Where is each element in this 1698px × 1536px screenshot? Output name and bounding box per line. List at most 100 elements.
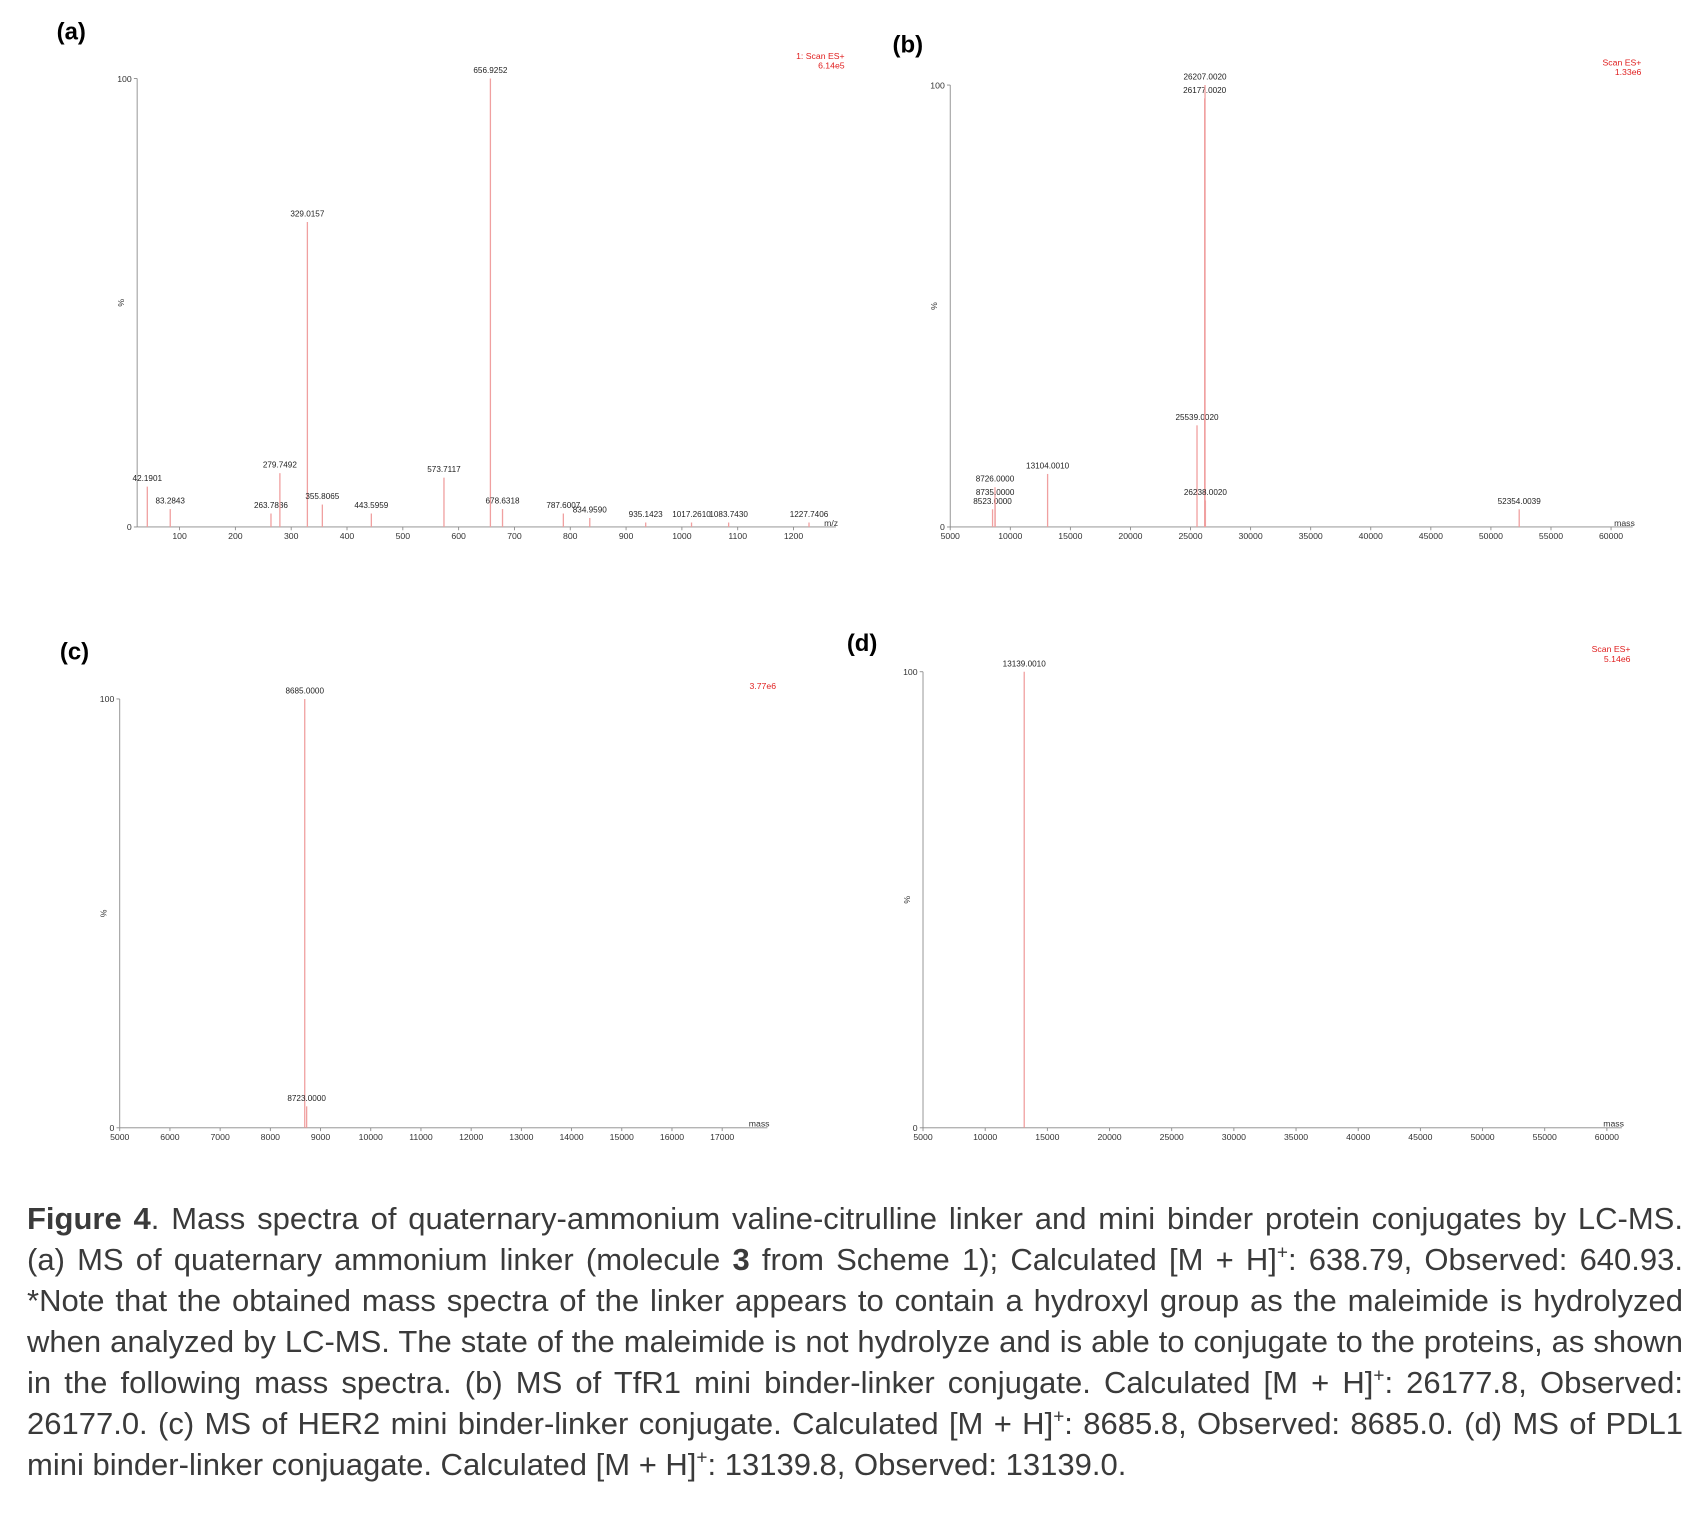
x-tick-label: 10000	[998, 531, 1022, 541]
x-tick-label: 14000	[559, 1132, 583, 1142]
peak-label: 42.1901	[133, 474, 163, 483]
caption-sup: +	[1373, 1365, 1385, 1387]
annotation: Scan ES+	[1592, 644, 1631, 654]
peak-label: 443.5959	[354, 501, 388, 510]
x-tick-label: 12000	[459, 1132, 483, 1142]
peak-label: 8685.0000	[285, 687, 324, 696]
peak-label: 678.6318	[486, 497, 520, 506]
y-tick-label: 100	[117, 74, 132, 84]
caption-sup: +	[1276, 1242, 1288, 1264]
panel-label: (d)	[847, 630, 878, 657]
peak-label: 656.9252	[473, 66, 507, 75]
caption-text: . Mass spectra of quaternary-ammonium va…	[27, 1201, 1683, 1277]
x-tick-label: 300	[284, 531, 299, 541]
peak-label: 26238.0020	[1184, 488, 1228, 497]
x-tick-label: 20000	[1118, 531, 1142, 541]
annotation: 1: Scan ES+	[796, 51, 845, 61]
x-tick-label: 1100	[728, 531, 747, 541]
peak-label: 25539.0020	[1175, 413, 1219, 422]
caption-text: : 13139.8, Observed: 13139.0.	[707, 1447, 1127, 1482]
x-tick-label: 9000	[311, 1132, 330, 1142]
x-tick-label: 5000	[913, 1132, 932, 1142]
annotation: 6.14e5	[818, 61, 845, 71]
peak-label: 83.2843	[155, 497, 185, 506]
peak-label: 13139.0010	[1003, 659, 1047, 668]
annotation: 3.77e6	[749, 681, 776, 691]
x-tick-label: 45000	[1419, 531, 1443, 541]
x-axis-label: mass	[1614, 518, 1635, 528]
caption-bold: Figure 4	[27, 1201, 151, 1236]
x-tick-label: 800	[563, 531, 578, 541]
x-tick-label: 1200	[784, 531, 803, 541]
x-tick-label: 50000	[1470, 1132, 1494, 1142]
annotation: 1.33e6	[1615, 67, 1642, 77]
caption: Figure 4. Mass spectra of quaternary-amm…	[27, 1198, 1683, 1485]
x-axis-label: mass	[1603, 1119, 1624, 1129]
x-tick-label: 6000	[160, 1132, 179, 1142]
x-tick-label: 200	[228, 531, 243, 541]
x-tick-label: 40000	[1359, 531, 1383, 541]
peak-label: 935.1423	[629, 510, 663, 519]
y-axis-label: %	[99, 909, 109, 917]
peak-label: 26207.0020	[1183, 73, 1227, 82]
y-tick-label: 100	[930, 80, 945, 90]
peak-label: 834.9590	[573, 506, 607, 515]
x-tick-label: 600	[451, 531, 466, 541]
peak-label: 8723.0000	[287, 1094, 326, 1103]
y-tick-label: 100	[100, 694, 115, 704]
x-tick-label: 30000	[1222, 1132, 1246, 1142]
x-tick-label: 25000	[1178, 531, 1202, 541]
peak-label: 8726.0000	[976, 475, 1015, 484]
caption-text: : 638.79, Observed: 640.93. *Note that t…	[27, 1242, 1683, 1400]
peak-label: 787.6007	[546, 501, 580, 510]
caption-sup: +	[1053, 1406, 1065, 1428]
x-tick-label: 35000	[1299, 531, 1323, 541]
x-tick-label: 15000	[610, 1132, 634, 1142]
x-tick-label: 50000	[1479, 531, 1503, 541]
x-tick-label: 900	[619, 531, 634, 541]
x-tick-label: 100	[172, 531, 187, 541]
y-tick-label: 0	[913, 1123, 918, 1133]
x-tick-label: 30000	[1239, 531, 1263, 541]
panel-label: (c)	[60, 639, 89, 666]
x-tick-label: 7000	[210, 1132, 229, 1142]
y-tick-label: 0	[127, 522, 132, 532]
x-tick-label: 40000	[1346, 1132, 1370, 1142]
peak-label: 355.8065	[305, 492, 339, 501]
peak-label: 573.7117	[427, 465, 461, 474]
x-axis-label: mass	[749, 1119, 770, 1129]
x-tick-label: 5000	[941, 531, 960, 541]
peak-label: 52354.0039	[1498, 497, 1542, 506]
x-tick-label: 60000	[1599, 531, 1623, 541]
annotation: Scan ES+	[1603, 57, 1642, 67]
caption-text: : 26177.8, Observed: 26177.0. (c) MS of …	[27, 1365, 1683, 1441]
x-tick-label: 55000	[1539, 531, 1563, 541]
x-tick-label: 55000	[1533, 1132, 1557, 1142]
peak-label: 8735.0000	[976, 488, 1015, 497]
x-tick-label: 15000	[1058, 531, 1082, 541]
caption-bold: 3	[732, 1242, 750, 1277]
x-tick-label: 15000	[1035, 1132, 1059, 1142]
peak-label: 279.7492	[263, 461, 297, 470]
y-axis-label: %	[902, 896, 912, 904]
panel-label: (b)	[893, 31, 924, 58]
x-tick-label: 10000	[359, 1132, 383, 1142]
x-tick-label: 400	[340, 531, 355, 541]
x-tick-label: 35000	[1284, 1132, 1308, 1142]
peak-label: 13104.0010	[1026, 461, 1070, 470]
x-tick-label: 1000	[672, 531, 691, 541]
x-axis-label: m/z	[824, 518, 838, 528]
y-tick-label: 0	[940, 522, 945, 532]
annotation: 5.14e6	[1604, 654, 1631, 664]
spectra: (a)100 200 300 400 500 600 700 800 900 1000 1100 12…	[57, 18, 1642, 1142]
panel-label: (a)	[57, 18, 86, 45]
x-tick-label: 500	[396, 531, 411, 541]
caption-text: : 8685.8, Observed: 8685.0. (d) MS of PD…	[27, 1406, 1684, 1482]
x-tick-label: 60000	[1595, 1132, 1619, 1142]
x-tick-label: 5000	[110, 1132, 129, 1142]
peak-label: 8523.0000	[973, 497, 1012, 506]
y-tick-label: 0	[109, 1123, 114, 1133]
x-tick-label: 13000	[509, 1132, 533, 1142]
caption-text: from Scheme 1); Calculated [M + H]	[749, 1242, 1277, 1277]
